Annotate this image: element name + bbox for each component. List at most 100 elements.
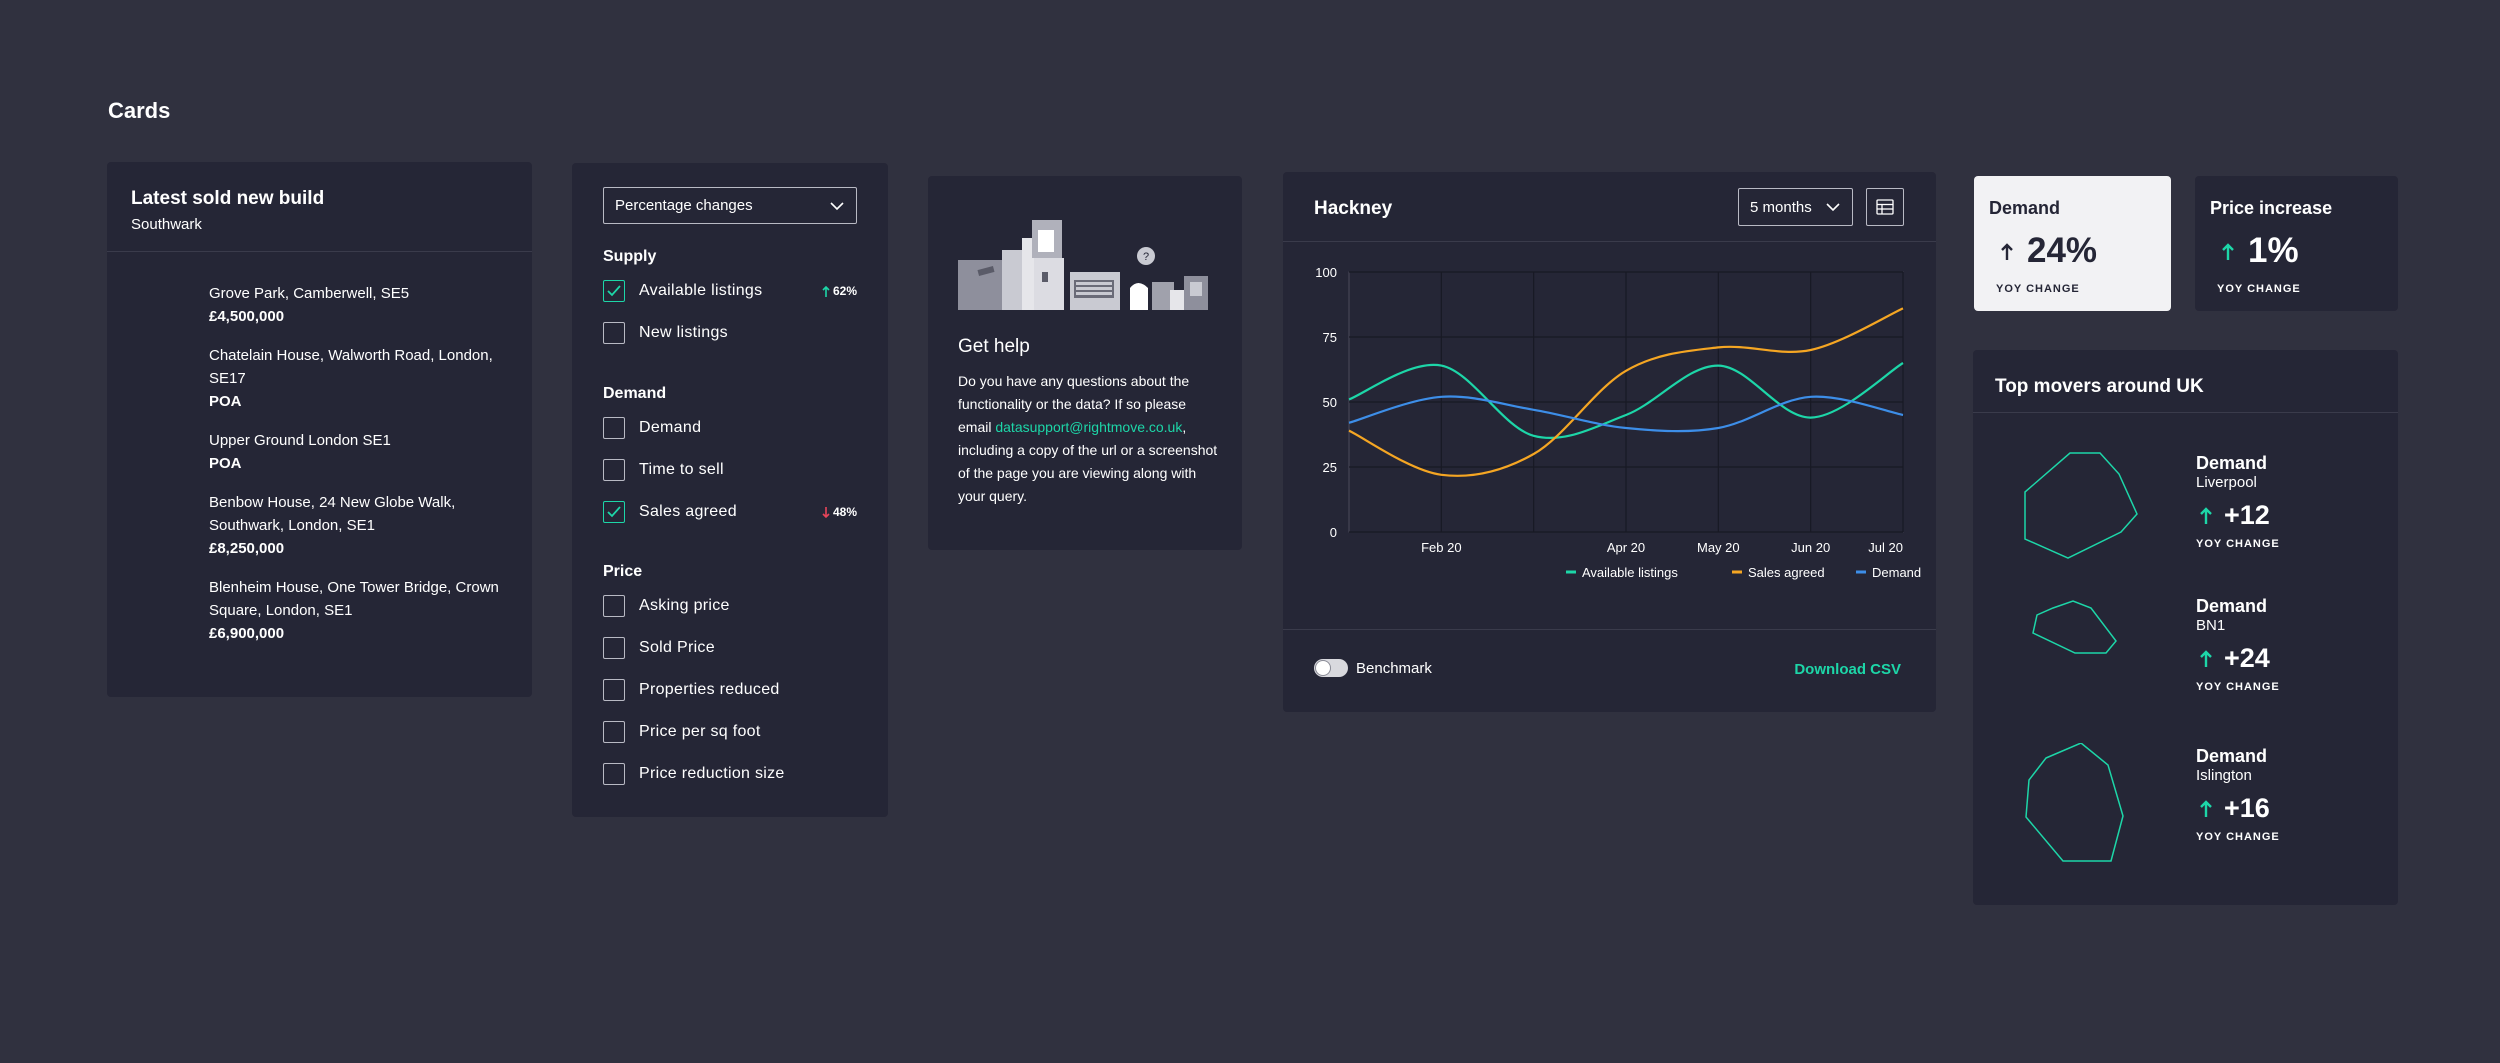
svg-text:?: ? bbox=[1143, 251, 1149, 263]
arrow-up-icon bbox=[2222, 242, 2234, 260]
arrow-up-icon bbox=[2200, 650, 2212, 667]
checkbox-price-per-sq-foot[interactable] bbox=[603, 721, 625, 743]
mover-title: Demand bbox=[2196, 746, 2268, 766]
kpi-card-price-increase: Price increase 1% YOY CHANGE bbox=[2195, 176, 2398, 311]
filter-label: Properties reduced bbox=[639, 681, 780, 698]
filter-group-price: Price Asking price Sold Price Properties… bbox=[603, 563, 857, 805]
mover-footer: YOY CHANGE bbox=[2196, 831, 2280, 843]
kpi-value-row: 1% bbox=[2210, 231, 2383, 271]
list-item[interactable]: Blenheim House, One Tower Bridge, Crown … bbox=[209, 576, 532, 645]
list-item[interactable]: Benbow House, 24 New Globe Walk, Southwa… bbox=[209, 491, 532, 560]
checkbox-demand[interactable] bbox=[603, 417, 625, 439]
y-tick-label: 75 bbox=[1323, 330, 1337, 345]
region-outline-icon bbox=[2032, 600, 2117, 654]
check-icon bbox=[607, 285, 621, 297]
filter-time-to-sell[interactable]: Time to sell bbox=[603, 459, 857, 481]
filter-label: Price per sq foot bbox=[639, 723, 761, 740]
chart-footer: Benchmark Download CSV bbox=[1283, 629, 1936, 712]
filter-group-demand: Demand Demand Time to sell Sales agreed … bbox=[603, 385, 857, 543]
sold-list: Grove Park, Camberwell, SE5 £4,500,000 C… bbox=[107, 252, 532, 645]
mover-value-row: +24 bbox=[2196, 643, 2270, 674]
latest-sold-subtitle: Southwark bbox=[131, 216, 202, 233]
sold-price: £6,900,000 bbox=[209, 625, 285, 642]
support-email-link[interactable]: datasupport@rightmove.co.uk bbox=[995, 419, 1183, 435]
checkbox-sold-price[interactable] bbox=[603, 637, 625, 659]
x-tick-label: May 20 bbox=[1697, 540, 1740, 555]
filter-sales-agreed[interactable]: Sales agreed 48% bbox=[603, 501, 857, 523]
list-item[interactable]: Chatelain House, Walworth Road, London, … bbox=[209, 344, 532, 413]
table-view-button[interactable] bbox=[1866, 188, 1904, 226]
y-tick-label: 100 bbox=[1315, 265, 1337, 280]
mover-item[interactable]: Demand BN1 +24 YOY CHANGE bbox=[1973, 593, 2398, 728]
range-select[interactable]: 5 months bbox=[1738, 188, 1853, 226]
help-card: ? Get help Do you have any questions abo… bbox=[928, 176, 1242, 550]
checkbox-price-reduction-size[interactable] bbox=[603, 763, 625, 785]
series-line-available-listings bbox=[1348, 362, 1904, 440]
filter-demand[interactable]: Demand bbox=[603, 417, 857, 439]
kpi-value: 1% bbox=[2248, 231, 2299, 270]
mover-title: Demand bbox=[2196, 596, 2268, 616]
checkbox-asking-price[interactable] bbox=[603, 595, 625, 617]
series-line-sales-agreed bbox=[1348, 307, 1904, 477]
y-tick-label: 50 bbox=[1323, 395, 1337, 410]
benchmark-toggle[interactable] bbox=[1314, 659, 1348, 677]
filter-label: Asking price bbox=[639, 597, 730, 614]
x-tick-label: Jul 20 bbox=[1868, 540, 1903, 555]
help-text: Do you have any questions about the func… bbox=[958, 370, 1218, 508]
y-tick-label: 0 bbox=[1330, 525, 1337, 540]
arrow-up-icon bbox=[2001, 242, 2013, 260]
mover-value: +16 bbox=[2224, 793, 2270, 823]
mover-item[interactable]: Demand Islington +16 YOY CHANGE bbox=[1973, 743, 2398, 878]
mover-value: +12 bbox=[2224, 500, 2270, 530]
kpi-footer: YOY CHANGE bbox=[2217, 283, 2301, 295]
filter-label: Time to sell bbox=[639, 461, 724, 478]
checkbox-properties-reduced[interactable] bbox=[603, 679, 625, 701]
top-movers-header: Top movers around UK bbox=[1973, 350, 2398, 413]
filters-card: Percentage changes Supply Available list… bbox=[572, 163, 888, 817]
checkbox-sales-agreed[interactable] bbox=[603, 501, 625, 523]
list-item[interactable]: Upper Ground London SE1 POA bbox=[209, 429, 532, 475]
sold-address: Upper Ground London SE1 bbox=[209, 432, 391, 449]
mover-area: Islington bbox=[2196, 767, 2252, 784]
series-line-demand bbox=[1348, 395, 1904, 433]
filter-new-listings[interactable]: New listings bbox=[603, 322, 857, 344]
mover-area: Liverpool bbox=[2196, 474, 2257, 491]
chart-header: Hackney 5 months bbox=[1283, 172, 1936, 242]
filter-label: Sales agreed bbox=[639, 503, 737, 520]
latest-sold-card: Latest sold new build Southwark Grove Pa… bbox=[107, 162, 532, 697]
checkbox-available-listings[interactable] bbox=[603, 280, 625, 302]
filter-label: New listings bbox=[639, 324, 728, 341]
kpi-value: 24% bbox=[2027, 231, 2098, 270]
filter-properties-reduced[interactable]: Properties reduced bbox=[603, 679, 857, 701]
filter-price-reduction-size[interactable]: Price reduction size bbox=[603, 763, 857, 785]
arrow-up-icon bbox=[822, 285, 830, 297]
filter-available-listings[interactable]: Available listings 62% bbox=[603, 280, 857, 302]
filter-sold-price[interactable]: Sold Price bbox=[603, 637, 857, 659]
download-csv-link[interactable]: Download CSV bbox=[1794, 661, 1901, 678]
filter-label: Price reduction size bbox=[639, 765, 785, 782]
table-icon bbox=[1876, 199, 1894, 215]
region-outline-icon bbox=[2024, 452, 2138, 559]
checkbox-time-to-sell[interactable] bbox=[603, 459, 625, 481]
filter-group-supply: Supply Available listings 62% New listin… bbox=[603, 248, 857, 364]
checkbox-new-listings[interactable] bbox=[603, 322, 625, 344]
region-outline-icon bbox=[2025, 743, 2124, 862]
list-item[interactable]: Grove Park, Camberwell, SE5 £4,500,000 bbox=[209, 282, 532, 328]
chevron-down-icon bbox=[1826, 203, 1840, 212]
help-text-after: , including a copy of the url or a scree… bbox=[958, 419, 1218, 504]
filter-label: Sold Price bbox=[639, 639, 715, 656]
group-title: Price bbox=[603, 563, 643, 580]
help-title: Get help bbox=[958, 336, 1030, 357]
mover-item[interactable]: Demand Liverpool +12 YOY CHANGE bbox=[1973, 450, 2398, 585]
metric-select[interactable]: Percentage changes bbox=[603, 187, 857, 224]
mover-footer: YOY CHANGE bbox=[2196, 538, 2280, 550]
filter-price-per-sq-foot[interactable]: Price per sq foot bbox=[603, 721, 857, 743]
top-movers-title: Top movers around UK bbox=[1995, 376, 2204, 397]
mover-title: Demand bbox=[2196, 453, 2268, 473]
legend-label: Demand bbox=[1872, 565, 1921, 580]
x-tick-label: Jun 20 bbox=[1791, 540, 1830, 555]
filter-asking-price[interactable]: Asking price bbox=[603, 595, 857, 617]
check-icon bbox=[607, 506, 621, 518]
sold-address: Grove Park, Camberwell, SE5 bbox=[209, 285, 410, 302]
line-chart: 0 25 50 75 100 Feb 20 Apr 20 May 20 Jun 20 Jul 20… bbox=[1315, 265, 1921, 580]
